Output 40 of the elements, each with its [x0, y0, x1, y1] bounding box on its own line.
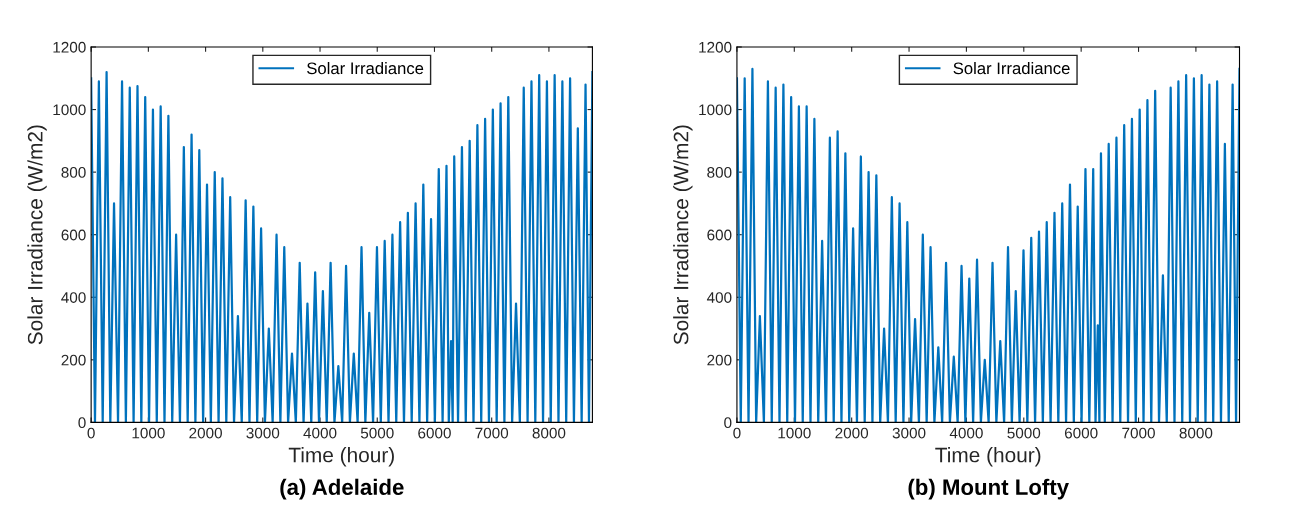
y-tick-label: 400	[61, 292, 86, 303]
y-tick-label: 1200	[699, 41, 732, 53]
x-axis-title: Time (hour)	[935, 447, 1041, 467]
y-axis-title: Solar Irradiance (W/m2)	[673, 125, 693, 345]
x-tick-label: 7000	[475, 427, 509, 439]
x-tick-label: 0	[87, 427, 95, 439]
x-tick-label: 8000	[1179, 427, 1213, 439]
text: (a) Adelaide	[280, 478, 404, 500]
y-tick-label: 600	[61, 229, 86, 241]
y-tick-label: 0	[724, 417, 732, 429]
text: (b) Mount Lofty	[908, 478, 1069, 500]
y-tick-label: 200	[707, 354, 732, 366]
y-tick-label: 400	[706, 292, 732, 303]
x-tick-label: 4000	[949, 427, 983, 439]
x-tick-label: 1000	[778, 427, 811, 439]
y-tick-label: 1000	[699, 104, 732, 116]
x-tick-label: 0	[733, 427, 741, 439]
x-tick-label: 8000	[532, 427, 566, 439]
y-tick-label: 200	[61, 354, 86, 366]
x-tick-label: 1000	[132, 427, 165, 439]
y-axis-title: Solar Irradiance (W/m2)	[27, 125, 47, 345]
y-tick-label: 800	[61, 167, 86, 178]
y-tick-label: 1000	[53, 104, 86, 116]
x-tick-label: 5000	[360, 427, 394, 439]
y-tick-label: 800	[707, 167, 732, 178]
legend-label: Solar Irradiance	[953, 61, 1070, 75]
x-tick-label: 3000	[246, 427, 280, 439]
y-tick-label: 600	[707, 229, 732, 241]
x-tick-label: 2000	[835, 427, 869, 439]
x-axis-title: Time (hour)	[288, 447, 394, 467]
y-tick-label: 1200	[53, 41, 86, 53]
x-tick-label: 3000	[892, 427, 926, 439]
x-tick-label: 6000	[418, 427, 451, 439]
x-tick-label: 7000	[1122, 427, 1155, 439]
y-tick-label: 0	[78, 417, 86, 429]
legend-label: Solar Irradiance	[307, 61, 424, 75]
x-tick-label: 5000	[1007, 427, 1041, 439]
x-tick-label: 2000	[189, 427, 222, 439]
x-tick-label: 4000	[303, 427, 337, 439]
x-tick-label: 6000	[1064, 427, 1098, 439]
